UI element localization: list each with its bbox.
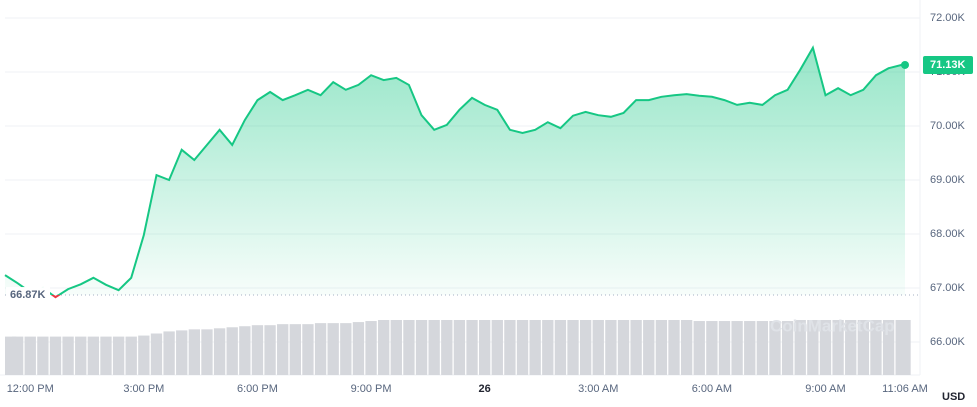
- volume-bar: [592, 320, 604, 375]
- volume-bar: [403, 320, 415, 375]
- x-tick-label: 3:00 PM: [123, 383, 164, 395]
- volume-bar: [327, 323, 339, 375]
- x-tick-label: 6:00 AM: [692, 383, 732, 395]
- volume-bar: [718, 321, 731, 375]
- volume-bar: [340, 323, 352, 375]
- volume-bar: [882, 320, 895, 375]
- volume-bar: [504, 320, 516, 375]
- volume-bar: [794, 320, 806, 375]
- x-tick-label: 11:06 AM: [882, 383, 928, 395]
- volume-bar: [630, 320, 642, 375]
- volume-bar: [579, 320, 592, 375]
- volume-bar: [289, 324, 301, 375]
- volume-bar: [352, 322, 365, 375]
- watermark: CoinMarketCap: [770, 316, 895, 335]
- unit-label: USD: [942, 391, 965, 403]
- price-tag: [923, 55, 973, 74]
- volume-bar: [453, 320, 466, 375]
- volume-bar: [49, 336, 62, 375]
- y-tick-label: 66.00K: [930, 336, 966, 348]
- volume-bar: [693, 321, 705, 375]
- x-tick-label: 12:00 PM: [7, 383, 54, 395]
- volume-bar: [870, 320, 882, 375]
- y-tick-label: 67.00K: [930, 282, 966, 294]
- volume-bar: [655, 320, 668, 375]
- volume-bar: [226, 327, 238, 375]
- y-tick-label: 72.00K: [930, 12, 966, 24]
- y-tick-label: 68.00K: [930, 228, 966, 240]
- volume-bar: [899, 320, 911, 375]
- volume-bar: [466, 320, 478, 375]
- volume-bar: [731, 321, 743, 375]
- volume-bar: [605, 320, 617, 375]
- x-tick-label: 9:00 AM: [805, 383, 845, 395]
- volume-bar: [390, 320, 402, 375]
- volume-bar: [378, 320, 390, 375]
- area: [5, 47, 905, 296]
- volume-bar: [769, 321, 781, 375]
- volume-bar: [819, 320, 832, 375]
- volume-bar: [756, 321, 769, 375]
- volume-bar: [112, 336, 125, 375]
- volume-bar: [617, 320, 630, 375]
- volume-bar: [643, 320, 655, 375]
- volume-bar: [441, 320, 453, 375]
- volume-bar: [188, 329, 201, 375]
- volume-bar: [100, 336, 112, 375]
- volume-bar: [680, 320, 693, 375]
- volume-bar: [125, 336, 137, 375]
- x-tick-label: 6:00 PM: [237, 383, 278, 395]
- volume-bar: [264, 325, 276, 375]
- volume-bar: [150, 333, 163, 375]
- volume-bar: [857, 320, 870, 375]
- volume-bar: [807, 320, 819, 375]
- volume-bar: [744, 321, 756, 375]
- volume-bar: [491, 320, 503, 375]
- volume-bar: [239, 326, 251, 375]
- volume-bar: [706, 321, 718, 375]
- volume-bar: [302, 324, 314, 375]
- y-tick-label: 69.00K: [930, 174, 966, 186]
- volume-bar: [62, 336, 74, 375]
- volume-bar: [567, 320, 579, 375]
- volume-bar: [554, 320, 567, 375]
- volume-bar: [176, 330, 188, 375]
- volume-bar: [5, 336, 17, 375]
- volume-bar: [37, 336, 49, 375]
- volume-bar: [529, 320, 541, 375]
- last-point: [901, 60, 909, 69]
- volume-bar: [516, 320, 529, 375]
- volume-bar: [251, 325, 264, 375]
- volume-bar: [478, 320, 491, 375]
- volume-bar: [201, 329, 213, 375]
- volume-bar: [428, 320, 440, 375]
- volume-bar: [213, 328, 226, 375]
- volume-bar: [138, 335, 150, 375]
- volume-bar: [75, 336, 87, 375]
- baseline-label-bg: [6, 287, 50, 304]
- baseline-label: 66.87K: [10, 289, 46, 301]
- volume-bar: [163, 331, 175, 375]
- volume-bar: [11, 336, 24, 375]
- volume-bar: [668, 320, 680, 375]
- volume-bar: [277, 324, 289, 375]
- volume-bar: [832, 320, 844, 375]
- volume-bar: [781, 321, 794, 375]
- volume-bar: [542, 320, 554, 375]
- x-tick-label: 3:00 AM: [578, 383, 618, 395]
- y-tick-label: 70.00K: [930, 120, 966, 132]
- volume-bar: [415, 320, 428, 375]
- line: [4, 45, 905, 296]
- volume-bar: [87, 336, 100, 375]
- x-tick-label: 9:00 PM: [351, 383, 392, 395]
- x-tick-label: 26: [479, 383, 491, 395]
- volume-bar: [845, 320, 857, 375]
- price-tag-label: 71.13K: [930, 59, 966, 71]
- volume-bar: [314, 323, 327, 375]
- volume-bar: [24, 336, 36, 375]
- volume-bar: [365, 321, 377, 375]
